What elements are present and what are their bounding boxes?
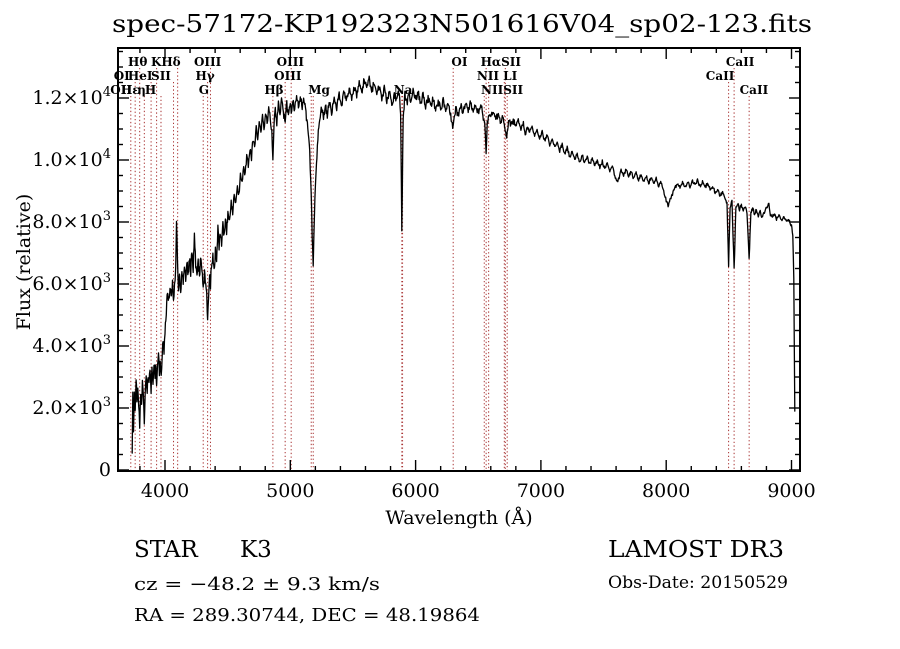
x-tick-label: 9000 [767, 480, 815, 502]
footer-annotations: STAR K3 LAMOST DR3 cz = −48.2 ± 9.3 km/s… [134, 537, 788, 626]
spectral-line-label: HαSII [481, 55, 522, 69]
spectral-line-label: K [151, 55, 162, 69]
spectral-line-label: OIII [274, 69, 302, 83]
x-axis-title: Wavelength (Å) [385, 507, 532, 529]
spectral-line-label: NII LI [477, 69, 518, 83]
y-tick-label: 1.0×104 [32, 147, 111, 171]
ra-dec: RA = 289.30744, DEC = 48.19864 [134, 605, 480, 626]
spectral-line-label: Mg [308, 83, 330, 97]
y-tick-label: 0 [99, 459, 111, 481]
plot-title: spec-57172-KP192323N501616V04_sp02-123.f… [112, 10, 812, 38]
y-tick-label: 1.2×104 [32, 85, 111, 109]
spectrum-trace [131, 75, 796, 454]
x-tick-label: 8000 [642, 480, 690, 502]
x-tick-label: 5000 [266, 480, 314, 502]
spectral-line-label: η [137, 83, 146, 97]
x-tick-label: 6000 [391, 480, 439, 502]
spectral-line-label: Hδ [161, 55, 180, 69]
spectral-line-label: CaII [726, 55, 755, 69]
spectral-line-label: OII [110, 83, 132, 97]
spectral-line-label: Hβ [264, 83, 283, 97]
spectral-line-label: OI [114, 69, 130, 83]
x-tick-label: 4000 [141, 480, 189, 502]
survey-release: LAMOST DR3 [608, 537, 784, 563]
spectral-line-label: Hε [121, 83, 140, 97]
spectral-line-label: G [199, 83, 209, 97]
x-tick-label: 7000 [517, 480, 565, 502]
y-tick-label: 6.0×103 [32, 271, 111, 295]
spectral-line-label: Hγ [195, 69, 214, 83]
y-tick-label: 8.0×103 [32, 209, 111, 233]
spectral-line-label: CaII [740, 83, 769, 97]
object-class: STAR [134, 537, 198, 563]
obs-date: Obs-Date: 20150529 [608, 573, 788, 593]
spectral-line-label: Hθ [128, 55, 147, 69]
spectral-line-label: HeI [128, 69, 153, 83]
spectral-line-label: OIII [277, 55, 305, 69]
object-subclass: K3 [240, 537, 272, 563]
spectral-line-label: OI [451, 55, 467, 69]
spectral-line-label: H [145, 83, 156, 97]
spectral-line-label: OIII [194, 55, 222, 69]
spectral-line-label: CaII [706, 69, 735, 83]
plot-frame [117, 47, 801, 472]
spectral-reference-lines [130, 68, 750, 470]
y-tick-label: 2.0×103 [32, 395, 111, 419]
y-axis-title: Flux (relative) [13, 194, 35, 331]
spectral-line-label: SII [151, 69, 171, 83]
spectral-line-label: Na [394, 83, 413, 97]
axes: 4000 5000 6000 7000 8000 9000 0 2.0×103 4.0×103 6… [32, 47, 816, 502]
y-tick-label: 4.0×103 [32, 333, 111, 357]
cz-value: cz = −48.2 ± 9.3 km/s [134, 574, 380, 595]
spectral-line-label: NIISII [481, 83, 523, 97]
spectrum-line [131, 75, 796, 454]
